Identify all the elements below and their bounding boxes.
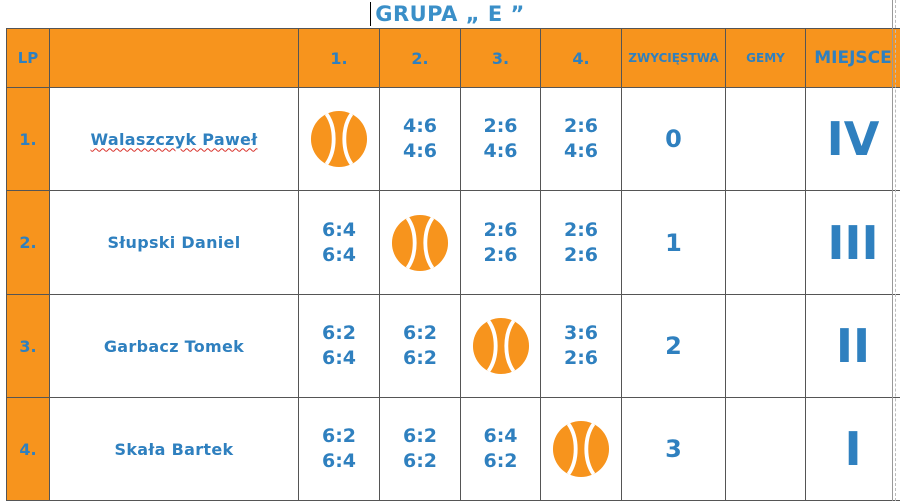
player-name-text: Walaszczyk Paweł (90, 129, 258, 149)
score: 6:2 6:2 (403, 321, 437, 371)
wins-value: 3 (622, 398, 725, 500)
header-gems: GEMY (726, 29, 805, 87)
score-set-1: 6:4 (483, 425, 518, 447)
page-margin-dashed-line (895, 0, 896, 501)
score-set-2: 2:6 (563, 347, 599, 369)
score-cell: 6:2 6:2 (380, 295, 460, 397)
score: 2:6 4:6 (483, 114, 517, 164)
score-set-2: 6:2 (483, 450, 518, 472)
score-set-2: 6:4 (321, 243, 357, 266)
score-set-1: 6:2 (402, 425, 438, 447)
player-name: Garbacz Tomek (50, 295, 298, 397)
header-wins: ZWYCIĘSTWA (622, 29, 725, 87)
score-set-1: 6:2 (402, 322, 438, 344)
score-cell: 6:4 6:4 (299, 191, 379, 294)
player-name: Skała Bartek (50, 398, 298, 500)
header-lp: LP (7, 29, 49, 87)
tennis-ball-icon (472, 317, 529, 375)
score: 2:6 2:6 (564, 218, 598, 268)
score-set-2: 4:6 (483, 140, 518, 162)
score-set-2: 6:2 (402, 450, 438, 472)
player-name: Walaszczyk Paweł (50, 88, 298, 190)
wins-value: 0 (622, 88, 725, 190)
self-match-cell (461, 295, 540, 397)
header-place: MIEJSCE (806, 29, 900, 87)
score-cell: 2:6 4:6 (461, 88, 540, 190)
row-lp: 4. (7, 398, 49, 500)
score-set-1: 3:6 (563, 322, 599, 344)
score-set-1: 2:6 (563, 218, 599, 241)
header-col-3: 3. (461, 29, 540, 87)
self-match-cell (299, 88, 379, 190)
score: 3:6 2:6 (564, 321, 598, 371)
place-value: I (806, 398, 900, 500)
score-cell: 6:4 6:2 (461, 398, 540, 500)
score: 2:6 4:6 (564, 114, 598, 164)
tennis-ball-icon (391, 214, 449, 271)
score: 6:4 6:4 (322, 218, 356, 268)
score-cell: 4:6 4:6 (380, 88, 460, 190)
tennis-ball-icon (552, 420, 610, 478)
score: 6:2 6:4 (322, 424, 356, 474)
text-cursor (370, 2, 371, 26)
score: 6:4 6:2 (483, 424, 517, 474)
score-set-1: 2:6 (563, 115, 599, 137)
score: 4:6 4:6 (403, 114, 437, 164)
header-name (50, 29, 298, 87)
player-name: Słupski Daniel (50, 191, 298, 294)
gems-value (726, 191, 805, 294)
place-value: IV (806, 88, 900, 190)
score-set-2: 6:2 (402, 347, 438, 369)
place-value: II (806, 295, 900, 397)
score-cell: 6:2 6:2 (380, 398, 460, 500)
page-title: GRUPA „ E ” (375, 2, 525, 26)
score-set-2: 6:4 (321, 450, 357, 472)
gems-value (726, 295, 805, 397)
score-cell: 6:2 6:4 (299, 398, 379, 500)
score-cell: 3:6 2:6 (541, 295, 621, 397)
score-set-1: 6:2 (321, 425, 357, 447)
wins-value: 2 (622, 295, 725, 397)
score: 6:2 6:2 (403, 424, 437, 474)
score-set-1: 6:4 (321, 218, 357, 241)
score-cell: 2:6 4:6 (541, 88, 621, 190)
score: 6:2 6:4 (322, 321, 356, 371)
score-set-2: 2:6 (563, 243, 599, 266)
gems-value (726, 88, 805, 190)
self-match-cell (541, 398, 621, 500)
score-cell: 2:6 2:6 (461, 191, 540, 294)
gems-value (726, 398, 805, 500)
score-set-2: 4:6 (402, 140, 438, 162)
score-set-1: 2:6 (483, 115, 518, 137)
score-cell: 2:6 2:6 (541, 191, 621, 294)
self-match-cell (380, 191, 460, 294)
tennis-ball-icon (310, 110, 368, 168)
place-value: III (806, 191, 900, 294)
score-set-1: 2:6 (483, 218, 518, 241)
page-margin-line (892, 0, 893, 501)
row-lp: 2. (7, 191, 49, 294)
score: 2:6 2:6 (483, 218, 517, 268)
score-set-1: 4:6 (402, 115, 438, 137)
score-set-1: 6:2 (321, 322, 357, 344)
header-col-4: 4. (541, 29, 621, 87)
score-cell: 6:2 6:4 (299, 295, 379, 397)
results-table: LP 1. 2. 3. 4. ZWYCIĘSTWA GEMY MIEJSCE 1… (6, 28, 900, 501)
score-set-2: 2:6 (483, 243, 518, 266)
score-set-2: 6:4 (321, 347, 357, 369)
row-lp: 1. (7, 88, 49, 190)
header-col-1: 1. (299, 29, 379, 87)
wins-value: 1 (622, 191, 725, 294)
header-col-2: 2. (380, 29, 460, 87)
score-set-2: 4:6 (563, 140, 599, 162)
row-lp: 3. (7, 295, 49, 397)
